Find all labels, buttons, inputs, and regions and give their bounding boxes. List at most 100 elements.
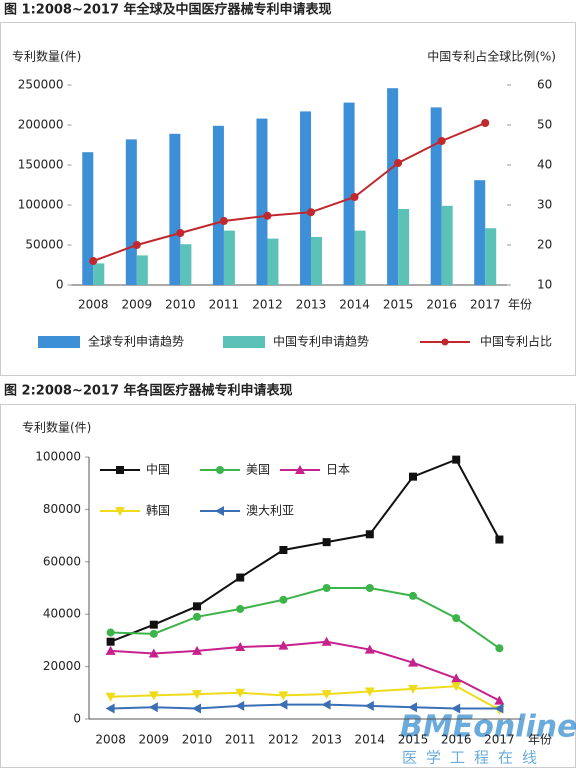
x-tick-label: 2017 xyxy=(484,733,515,747)
y-tick-label: 250000 xyxy=(18,78,64,92)
marker xyxy=(132,241,141,249)
marker xyxy=(322,538,331,547)
marker xyxy=(115,507,125,516)
x-tick-label: 2011 xyxy=(209,298,240,312)
chart-title: 图 2:2008~2017 年各国医疗器械专利申请表现 xyxy=(4,383,293,399)
x-tick-label: 2014 xyxy=(339,298,370,312)
marker xyxy=(451,703,461,714)
x-axis-label: 年份 xyxy=(508,298,532,312)
marker xyxy=(193,602,201,611)
bar xyxy=(180,244,192,285)
marker xyxy=(365,530,374,539)
marker xyxy=(364,687,375,697)
x-tick-label: 2016 xyxy=(441,733,472,747)
x-tick-label: 2012 xyxy=(268,733,299,747)
series-line xyxy=(110,640,500,702)
marker xyxy=(148,648,159,658)
marker xyxy=(236,604,245,613)
marker xyxy=(452,455,461,464)
marker xyxy=(451,673,462,683)
x-tick-label: 2009 xyxy=(122,298,153,312)
marker xyxy=(263,211,272,220)
marker xyxy=(235,641,246,651)
bar xyxy=(354,230,366,285)
legend-label: 美国 xyxy=(246,463,270,477)
marker xyxy=(192,645,202,655)
bar xyxy=(430,107,442,286)
marker xyxy=(365,584,374,592)
bar xyxy=(223,230,235,285)
marker xyxy=(278,691,289,701)
legend-label: 全球专利申请趋势 xyxy=(88,334,184,349)
y-tick-label: 20000 xyxy=(43,659,81,673)
marker xyxy=(437,137,446,145)
marker xyxy=(149,620,158,629)
marker xyxy=(148,702,158,713)
x-tick-label: 2010 xyxy=(165,298,196,312)
marker xyxy=(236,573,245,582)
y2-tick-label: 40 xyxy=(537,158,552,172)
marker xyxy=(495,535,504,544)
marker xyxy=(307,208,316,217)
x-tick-label: 2008 xyxy=(78,298,109,312)
marker xyxy=(322,584,331,592)
bar xyxy=(485,228,497,285)
x-tick-label: 2013 xyxy=(311,733,342,747)
bar xyxy=(125,139,137,285)
y-tick-label: 40000 xyxy=(43,607,81,621)
x-tick-label: 2016 xyxy=(426,298,457,312)
marker xyxy=(394,159,403,167)
x-tick-label: 2010 xyxy=(182,733,213,747)
x-tick-label: 2013 xyxy=(296,298,327,312)
y-tick-label: 60000 xyxy=(43,554,81,568)
bar xyxy=(93,263,105,285)
marker xyxy=(106,628,115,637)
chart-title: 图 1:2008~2017 年全球及中国医疗器械专利申请表现 xyxy=(4,2,332,18)
bar xyxy=(169,133,181,285)
marker xyxy=(350,193,359,201)
marker xyxy=(481,119,490,127)
marker xyxy=(364,700,374,711)
bar xyxy=(387,88,399,285)
y2-tick-label: 50 xyxy=(537,118,552,132)
marker xyxy=(452,614,461,623)
marker xyxy=(235,688,246,698)
y2-tick-label: 30 xyxy=(537,198,552,212)
legend-swatch xyxy=(441,338,449,346)
y-tick-label: 200000 xyxy=(18,118,64,132)
legend-label: 中国 xyxy=(146,462,170,477)
series-line xyxy=(110,587,500,650)
marker xyxy=(321,636,332,646)
x-tick-label: 2012 xyxy=(252,298,283,312)
marker xyxy=(495,644,504,653)
marker xyxy=(176,229,185,237)
x-tick-label: 2014 xyxy=(355,733,386,747)
legend-label: 日本 xyxy=(326,463,350,477)
marker xyxy=(278,699,288,710)
marker xyxy=(216,466,224,474)
marker xyxy=(494,703,504,714)
y-tick-label: 50000 xyxy=(25,238,63,252)
legend-label: 澳大利亚 xyxy=(246,504,294,518)
marker xyxy=(235,700,245,711)
marker xyxy=(409,591,417,600)
marker xyxy=(89,257,98,265)
bar xyxy=(343,102,355,285)
x-tick-label: 2008 xyxy=(95,733,126,747)
bar xyxy=(136,255,148,285)
legend-swatch xyxy=(38,336,80,348)
marker xyxy=(105,692,116,702)
y2-axis-label: 中国专利占全球比例(%) xyxy=(427,49,556,64)
x-tick-label: 2011 xyxy=(225,733,256,747)
x-tick-label: 2017 xyxy=(470,298,501,312)
marker xyxy=(148,691,159,701)
legend-swatch xyxy=(223,336,265,348)
y-tick-label: 0 xyxy=(56,278,64,292)
y-tick-label: 150000 xyxy=(18,158,64,172)
series-line xyxy=(110,703,500,710)
legend-label: 中国专利申请趋势 xyxy=(273,334,369,349)
bar xyxy=(311,237,323,285)
bar xyxy=(300,111,312,286)
